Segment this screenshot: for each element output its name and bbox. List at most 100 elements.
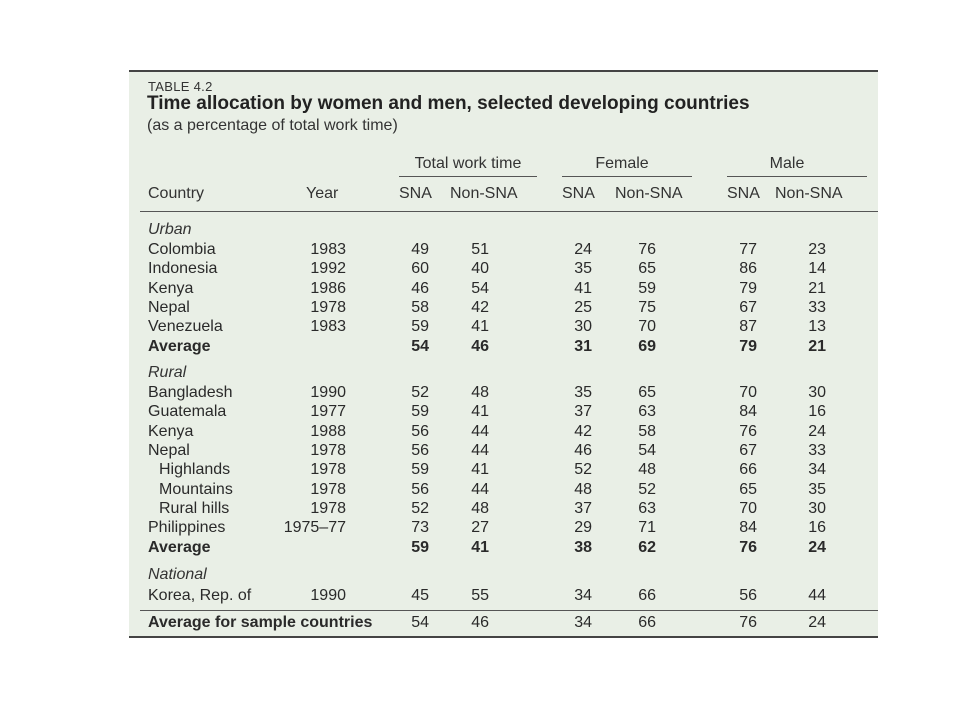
table-row: Highlands 1978 59 41 52 48 66 34 bbox=[129, 461, 878, 480]
cell-male-sna: 79 bbox=[739, 338, 757, 355]
table-row: Mountains 1978 56 44 48 52 65 35 bbox=[129, 481, 878, 500]
group-rule-male bbox=[727, 176, 867, 177]
group-header-female: Female bbox=[595, 155, 649, 172]
row-country: Indonesia bbox=[148, 260, 218, 277]
cell-total-sna: 54 bbox=[411, 614, 429, 631]
cell-total-sna: 58 bbox=[411, 299, 429, 316]
section-label-rural: Rural bbox=[148, 364, 187, 381]
cell-female-sna: 46 bbox=[574, 442, 592, 459]
cell-male-nonsna: 13 bbox=[808, 318, 826, 335]
cell-male-sna: 76 bbox=[739, 539, 757, 556]
cell-female-sna: 30 bbox=[574, 318, 592, 335]
cell-total-sna: 73 bbox=[411, 519, 429, 536]
cell-total-nonsna: 46 bbox=[471, 614, 489, 631]
cell-female-nonsna: 69 bbox=[638, 338, 656, 355]
cell-male-nonsna: 33 bbox=[808, 442, 826, 459]
cell-total-sna: 54 bbox=[411, 338, 429, 355]
cell-total-sna: 56 bbox=[411, 423, 429, 440]
row-country: Kenya bbox=[148, 423, 194, 440]
header-total-sna: SNA bbox=[399, 185, 432, 202]
cell-total-sna: 52 bbox=[411, 500, 429, 517]
cell-total-sna: 45 bbox=[411, 587, 429, 604]
cell-total-nonsna: 41 bbox=[471, 539, 489, 556]
row-country: Mountains bbox=[159, 481, 233, 498]
row-year: 1978 bbox=[310, 299, 346, 316]
cell-female-nonsna: 62 bbox=[638, 539, 656, 556]
cell-male-sna: 84 bbox=[739, 403, 757, 420]
table-row-average: Average 54 46 31 69 79 21 bbox=[129, 338, 878, 357]
header-rule bbox=[140, 211, 878, 212]
cell-male-nonsna: 30 bbox=[808, 384, 826, 401]
row-year: 1975–77 bbox=[283, 519, 346, 536]
cell-female-sna: 29 bbox=[574, 519, 592, 536]
cell-male-sna: 70 bbox=[739, 384, 757, 401]
cell-total-sna: 59 bbox=[411, 461, 429, 478]
group-header-male: Male bbox=[769, 155, 805, 172]
row-year: 1986 bbox=[310, 280, 346, 297]
cell-total-nonsna: 48 bbox=[471, 384, 489, 401]
cell-male-nonsna: 30 bbox=[808, 500, 826, 517]
cell-male-nonsna: 21 bbox=[808, 280, 826, 297]
cell-male-nonsna: 35 bbox=[808, 481, 826, 498]
cell-female-nonsna: 52 bbox=[638, 481, 656, 498]
cell-total-sna: 59 bbox=[411, 403, 429, 420]
row-year: 1978 bbox=[310, 500, 346, 517]
row-country: Kenya bbox=[148, 280, 194, 297]
cell-female-sna: 38 bbox=[574, 539, 592, 556]
cell-female-nonsna: 54 bbox=[638, 442, 656, 459]
cell-total-sna: 56 bbox=[411, 481, 429, 498]
header-year: Year bbox=[306, 185, 339, 202]
table-row: Colombia 1983 49 51 24 76 77 23 bbox=[129, 241, 878, 260]
cell-total-nonsna: 41 bbox=[471, 403, 489, 420]
table-label: TABLE 4.2 bbox=[148, 79, 213, 94]
cell-female-nonsna: 63 bbox=[638, 500, 656, 517]
table-row: Nepal 1978 58 42 25 75 67 33 bbox=[129, 299, 878, 318]
row-country: Guatemala bbox=[148, 403, 227, 420]
cell-female-nonsna: 70 bbox=[638, 318, 656, 335]
cell-female-nonsna: 71 bbox=[638, 519, 656, 536]
section-label-urban: Urban bbox=[148, 221, 192, 238]
row-country: Venezuela bbox=[148, 318, 223, 335]
table-row: Venezuela 1983 59 41 30 70 87 13 bbox=[129, 318, 878, 337]
cell-male-sna: 76 bbox=[739, 423, 757, 440]
header-total-nonsna: Non-SNA bbox=[450, 185, 518, 202]
cell-female-sna: 34 bbox=[574, 587, 592, 604]
cell-female-sna: 31 bbox=[574, 338, 592, 355]
cell-female-sna: 42 bbox=[574, 423, 592, 440]
cell-male-sna: 66 bbox=[739, 461, 757, 478]
row-country: Nepal bbox=[148, 442, 190, 459]
cell-female-sna: 25 bbox=[574, 299, 592, 316]
cell-female-nonsna: 75 bbox=[638, 299, 656, 316]
row-country: Philippines bbox=[148, 519, 226, 536]
table-row: Bangladesh 1990 52 48 35 65 70 30 bbox=[129, 384, 878, 403]
cell-female-sna: 35 bbox=[574, 260, 592, 277]
cell-total-nonsna: 44 bbox=[471, 423, 489, 440]
row-year: 1983 bbox=[310, 318, 346, 335]
cell-total-nonsna: 44 bbox=[471, 442, 489, 459]
cell-male-nonsna: 24 bbox=[808, 614, 826, 631]
cell-male-nonsna: 33 bbox=[808, 299, 826, 316]
table-row: Rural hills 1978 52 48 37 63 70 30 bbox=[129, 500, 878, 519]
header-male-nonsna: Non-SNA bbox=[775, 185, 843, 202]
row-year: 1992 bbox=[310, 260, 346, 277]
cell-male-sna: 87 bbox=[739, 318, 757, 335]
table-title: Time allocation by women and men, select… bbox=[147, 93, 750, 114]
cell-female-nonsna: 76 bbox=[638, 241, 656, 258]
cell-female-sna: 35 bbox=[574, 384, 592, 401]
header-female-sna: SNA bbox=[562, 185, 595, 202]
row-year: 1990 bbox=[310, 587, 346, 604]
cell-male-sna: 77 bbox=[739, 241, 757, 258]
cell-female-nonsna: 58 bbox=[638, 423, 656, 440]
cell-total-nonsna: 51 bbox=[471, 241, 489, 258]
cell-female-sna: 24 bbox=[574, 241, 592, 258]
cell-male-sna: 86 bbox=[739, 260, 757, 277]
cell-male-sna: 79 bbox=[739, 280, 757, 297]
table-subtitle: (as a percentage of total work time) bbox=[147, 117, 398, 134]
cell-male-sna: 67 bbox=[739, 299, 757, 316]
cell-male-sna: 65 bbox=[739, 481, 757, 498]
cell-male-sna: 70 bbox=[739, 500, 757, 517]
cell-total-nonsna: 55 bbox=[471, 587, 489, 604]
cell-female-sna: 37 bbox=[574, 500, 592, 517]
cell-male-sna: 84 bbox=[739, 519, 757, 536]
table-row: Nepal 1978 56 44 46 54 67 33 bbox=[129, 442, 878, 461]
